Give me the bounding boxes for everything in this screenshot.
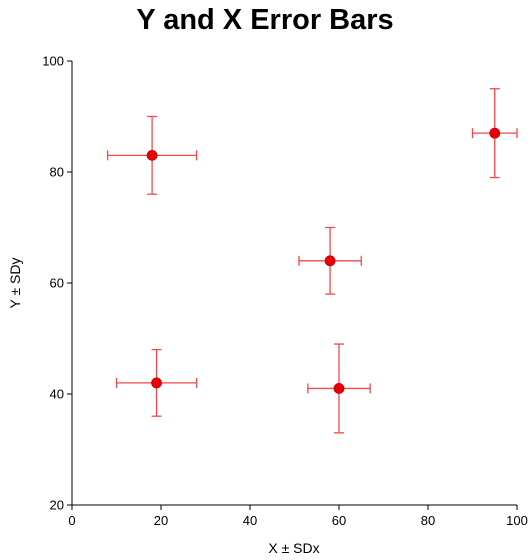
x-tick-label: 80 bbox=[421, 513, 435, 528]
error-bars bbox=[106, 88, 518, 434]
x-tick-label: 40 bbox=[243, 513, 257, 528]
data-point-2 bbox=[324, 255, 336, 267]
data-point-1 bbox=[151, 377, 162, 389]
data-point-4 bbox=[489, 127, 501, 139]
y-tick-label: 40 bbox=[50, 387, 64, 402]
ticks: 0 20 40 60 80 100 20 40 60 80 100 bbox=[42, 54, 528, 529]
x-tick-label: 20 bbox=[154, 513, 168, 528]
y-tick-label: 100 bbox=[42, 54, 64, 69]
y-tick-label: 60 bbox=[50, 276, 64, 291]
x-tick-label: 0 bbox=[68, 513, 75, 528]
x-tick-label: 60 bbox=[332, 513, 346, 528]
data-point-0 bbox=[146, 149, 158, 161]
data-point-3 bbox=[333, 383, 345, 394]
y-tick-label: 20 bbox=[50, 498, 64, 513]
y-axis-label: Y ± SDy bbox=[7, 258, 23, 309]
x-tick-label: 100 bbox=[506, 513, 528, 528]
y-tick-label: 80 bbox=[50, 165, 64, 180]
axes bbox=[71, 61, 517, 506]
x-axis-label: X ± SDx bbox=[268, 540, 319, 556]
data-points bbox=[146, 127, 501, 394]
chart-title: Y and X Error Bars bbox=[136, 4, 394, 36]
